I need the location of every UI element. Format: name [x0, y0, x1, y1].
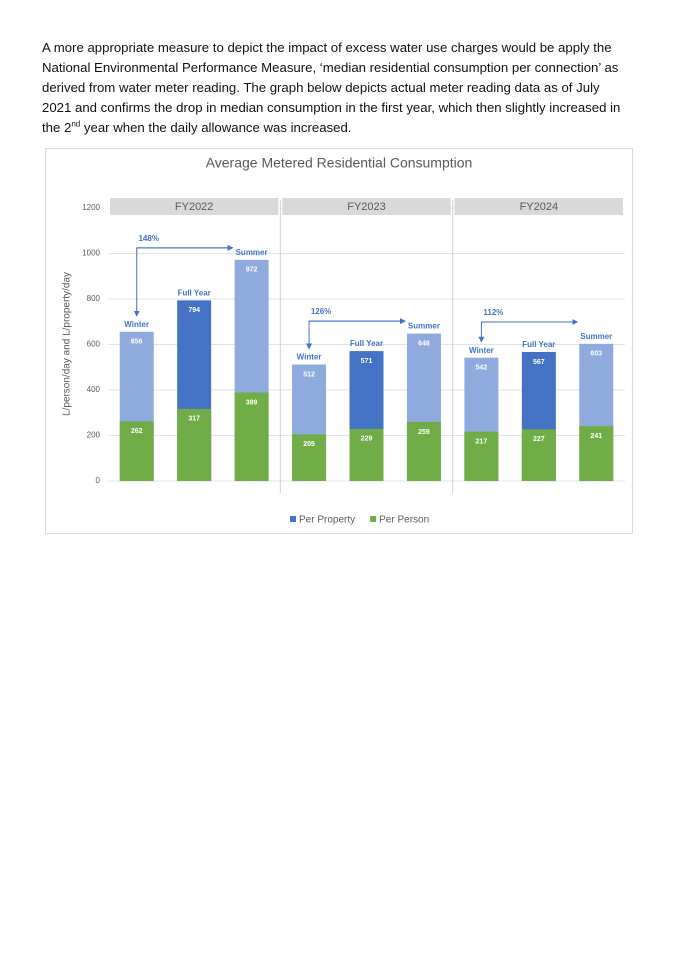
bar: [119, 421, 154, 481]
data-label: 656: [131, 339, 143, 346]
y-axis-label: L/person/day and L/property/day: [62, 272, 73, 416]
data-label: 603: [590, 351, 602, 358]
data-label: 794: [188, 307, 200, 314]
category-label: Winter: [124, 320, 149, 329]
data-label: 259: [418, 429, 430, 436]
data-label: 512: [303, 371, 315, 378]
annotation: 126%: [311, 307, 331, 316]
group-label: FY2023: [347, 201, 386, 213]
category-label: Winter: [469, 346, 494, 355]
data-label: 241: [590, 433, 602, 440]
legend-label: Per Person: [379, 515, 429, 526]
data-label: 542: [476, 365, 488, 372]
group-label: FY2024: [520, 201, 559, 213]
category-label: Full Year: [350, 339, 383, 348]
y-tick-label: 800: [87, 294, 101, 303]
y-tick-label: 0: [96, 476, 101, 485]
data-label: 217: [476, 438, 488, 445]
bar: [234, 392, 269, 481]
paragraph: A more appropriate measure to depict the…: [42, 38, 627, 138]
category-label: Summer: [580, 332, 612, 341]
bar: [464, 431, 499, 481]
bar: [349, 428, 384, 481]
data-label: 205: [303, 441, 315, 448]
data-label: 567: [533, 359, 545, 366]
superscript: nd: [71, 119, 81, 129]
legend-label: Per Property: [299, 515, 355, 526]
chart-title: Average Metered Residential Consumption: [206, 155, 473, 171]
text: year when the daily allowance was increa…: [80, 120, 352, 135]
annotation: 148%: [138, 234, 158, 243]
data-label: 972: [246, 267, 258, 274]
data-label: 229: [361, 436, 373, 443]
data-label: 648: [418, 340, 430, 347]
data-label: 389: [246, 399, 258, 406]
y-tick-label: 400: [87, 385, 101, 394]
legend-swatch: [370, 516, 377, 522]
y-tick-label: 200: [87, 431, 101, 440]
data-label: 227: [533, 436, 545, 443]
group-header: [454, 198, 623, 215]
y-tick-label: 1200: [82, 203, 100, 212]
data-label: 571: [361, 358, 373, 365]
group-label: FY2022: [175, 201, 214, 213]
data-label: 262: [131, 428, 143, 435]
bar: [292, 434, 327, 481]
bar: [177, 408, 212, 481]
y-tick-label: 600: [87, 340, 101, 349]
y-tick-label: 1000: [82, 249, 100, 258]
legend-swatch: [290, 516, 296, 522]
group-header: [110, 198, 279, 215]
category-label: Summer: [408, 322, 440, 331]
text: A more appropriate measure to depict the…: [42, 40, 621, 135]
bar: [406, 422, 441, 481]
category-label: Full Year: [178, 288, 211, 297]
category-label: Winter: [297, 353, 322, 362]
category-label: Full Year: [522, 340, 555, 349]
data-label: 317: [188, 416, 200, 423]
bar: [521, 429, 556, 481]
bar: [579, 426, 614, 481]
annotation: 112%: [483, 308, 503, 317]
group-header: [282, 198, 451, 215]
chart: Average Metered Residential Consumption …: [45, 148, 633, 534]
category-label: Summer: [236, 248, 268, 257]
